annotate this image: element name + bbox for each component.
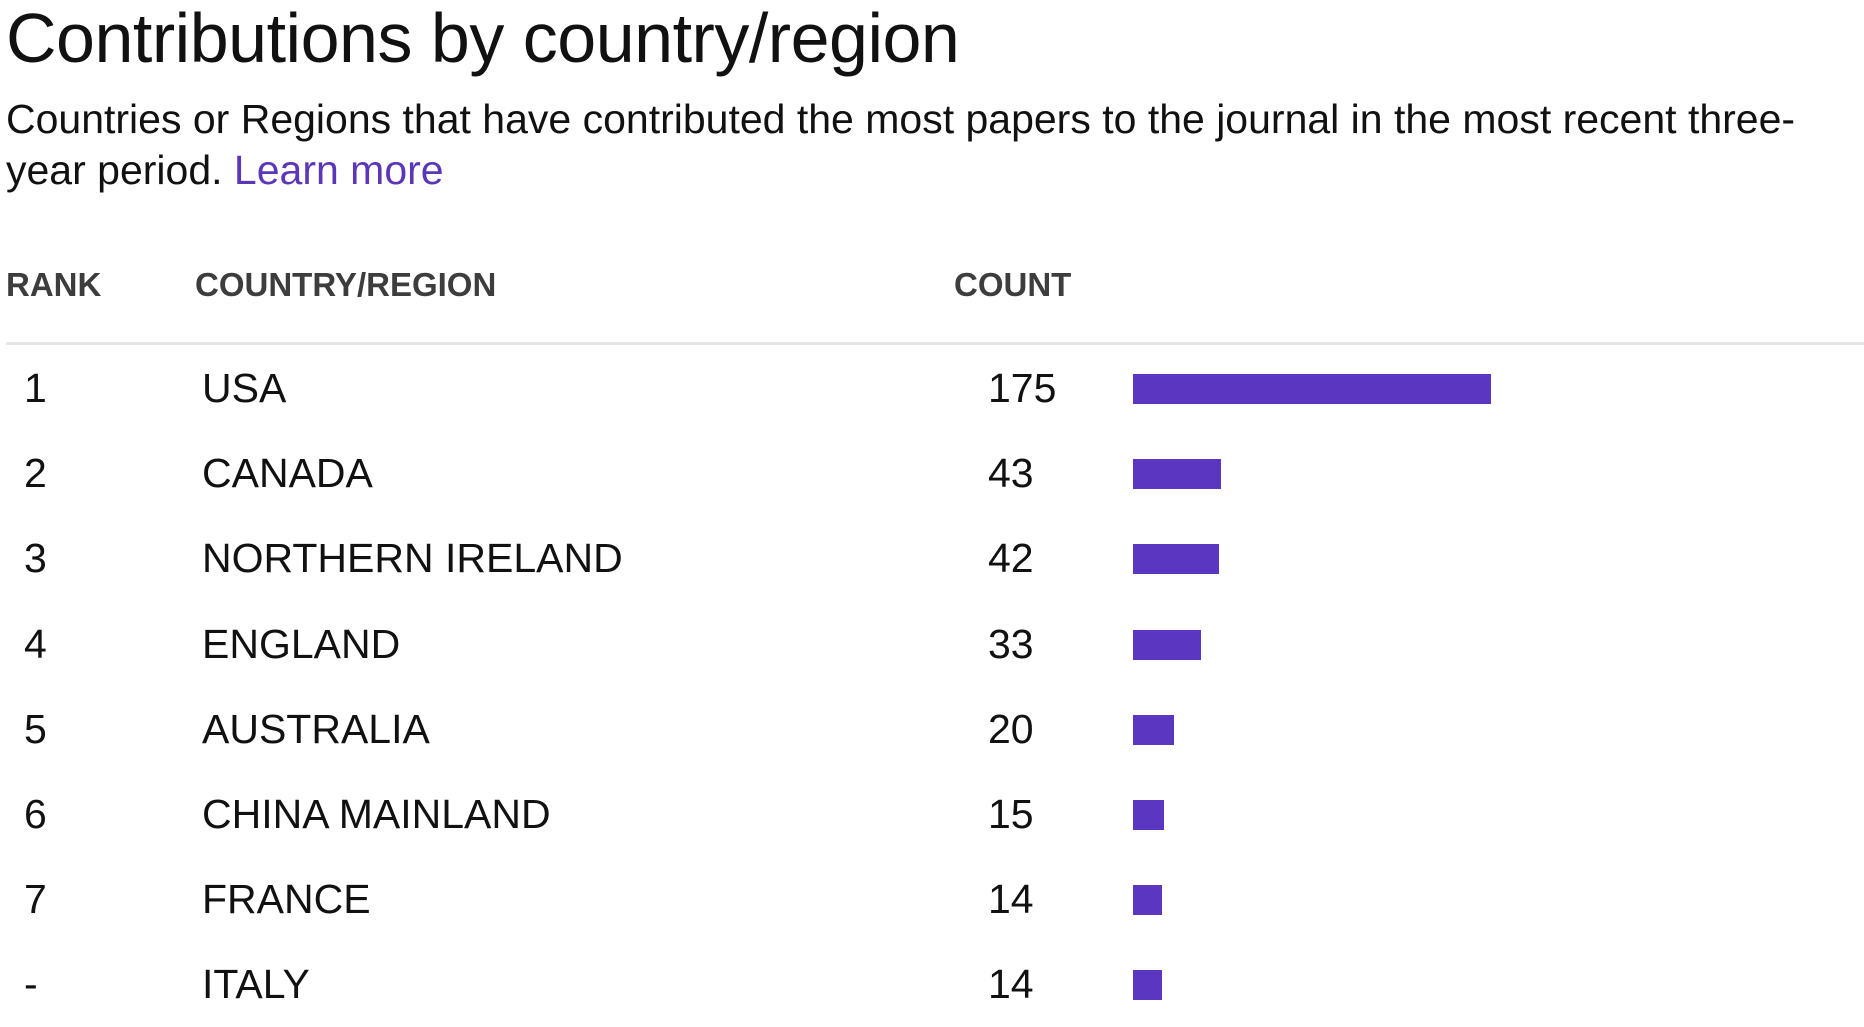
count-cell: 14: [988, 876, 1034, 923]
learn-more-link[interactable]: Learn more: [233, 147, 444, 193]
rank-cell: -: [24, 961, 38, 1008]
rank-cell: 7: [24, 876, 47, 923]
count-bar: [1133, 714, 1174, 745]
count-cell: 14: [988, 961, 1034, 1008]
table-row: 3 NORTHERN IRELAND 42: [0, 516, 1864, 601]
count-cell: 20: [988, 705, 1034, 752]
rank-cell: 1: [24, 365, 47, 411]
rank-cell: 5: [24, 705, 47, 752]
column-header-rank: RANK: [6, 266, 102, 303]
country-cell: CHINA MAINLAND: [202, 791, 551, 837]
count-bar: [1133, 459, 1221, 490]
count-bar: [1133, 800, 1164, 830]
table-row: 2 CANADA 43: [0, 431, 1864, 516]
subtitle-text: Countries or Regions that have contribut…: [6, 96, 1796, 193]
count-bar: [1133, 544, 1219, 575]
table-row: 6 CHINA MAINLAND 15: [0, 772, 1864, 857]
count-bar: [1133, 374, 1491, 404]
column-header-country: COUNTRY/REGION: [195, 266, 497, 303]
count-cell: 33: [988, 620, 1034, 667]
table-row: 4 ENGLAND 33: [0, 602, 1864, 687]
country-cell: ITALY: [202, 961, 310, 1008]
rank-cell: 6: [24, 791, 47, 837]
header-divider: [6, 342, 1864, 345]
count-bar: [1133, 885, 1162, 916]
country-cell: NORTHERN IRELAND: [202, 535, 623, 582]
count-bar: [1133, 970, 1162, 1001]
rank-cell: 3: [24, 535, 47, 582]
table-row: - ITALY 14: [0, 942, 1864, 1027]
rank-cell: 4: [24, 620, 47, 667]
country-cell: USA: [202, 365, 287, 411]
chart-subtitle: Countries or Regions that have contribut…: [6, 94, 1861, 196]
table-row: 7 FRANCE 14: [0, 857, 1864, 942]
country-cell: FRANCE: [202, 876, 371, 923]
count-cell: 15: [988, 791, 1034, 837]
count-cell: 43: [988, 450, 1034, 497]
column-header-count: COUNT: [954, 266, 1072, 303]
table-row: 1 USA 175: [0, 346, 1864, 431]
rank-cell: 2: [24, 450, 47, 497]
table-row: 5 AUSTRALIA 20: [0, 687, 1864, 772]
chart-title: Contributions by country/region: [6, 0, 960, 77]
count-bar: [1133, 629, 1201, 660]
country-cell: AUSTRALIA: [202, 705, 430, 752]
count-cell: 175: [988, 365, 1057, 411]
count-cell: 42: [988, 535, 1034, 582]
country-cell: ENGLAND: [202, 620, 401, 667]
country-cell: CANADA: [202, 450, 373, 497]
